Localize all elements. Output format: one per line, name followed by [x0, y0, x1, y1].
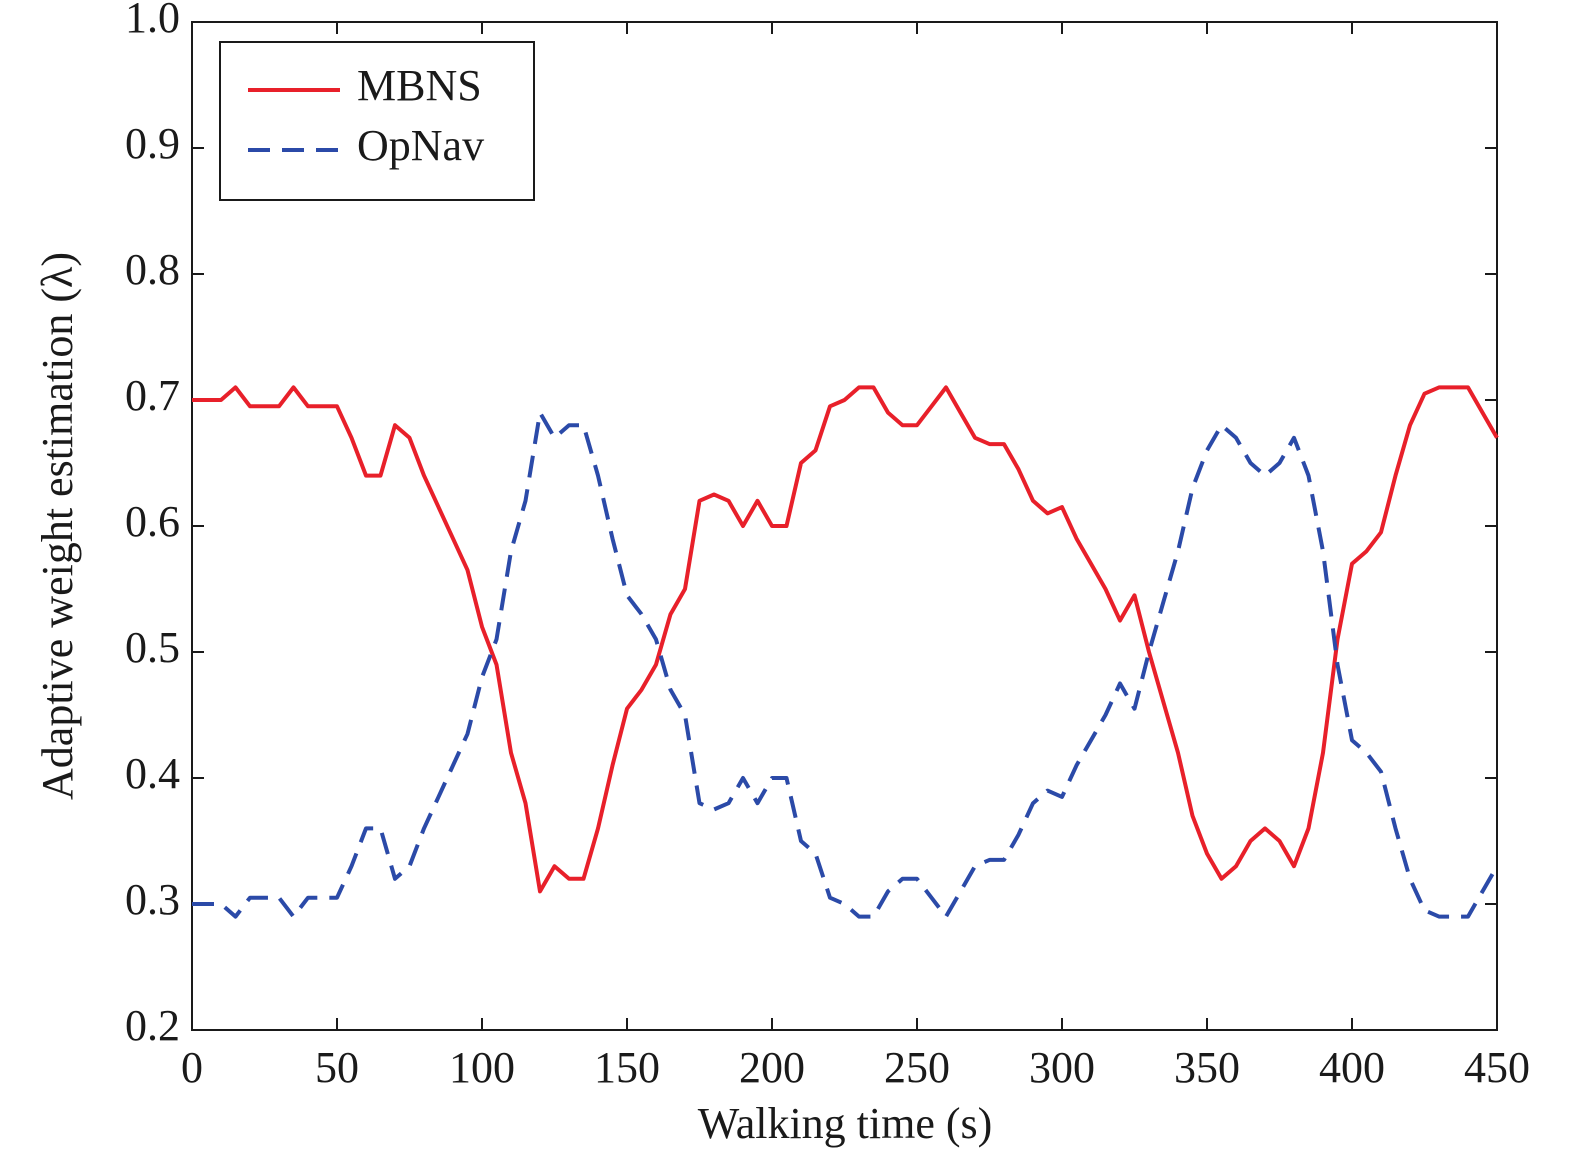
legend-label: OpNav: [357, 121, 484, 170]
y-tick-label: 0.9: [125, 119, 180, 168]
x-tick-label: 350: [1174, 1043, 1240, 1092]
y-axis-label: Adaptive weight estimation (λ): [33, 252, 82, 800]
y-tick-label: 1.0: [125, 0, 180, 42]
y-tick-label: 0.7: [125, 371, 180, 420]
x-tick-label: 300: [1029, 1043, 1095, 1092]
data-line: [192, 385, 1499, 894]
data-line: [192, 410, 1499, 919]
x-tick-label: 50: [315, 1043, 359, 1092]
x-tick-label: 200: [739, 1043, 805, 1092]
y-tick-label: 0.8: [125, 245, 180, 294]
y-tick-label: 0.2: [125, 1001, 180, 1050]
x-axis-label: Walking time (s): [698, 1099, 993, 1148]
x-tick-label: 400: [1319, 1043, 1385, 1092]
x-tick-label: 250: [884, 1043, 950, 1092]
y-tick-label: 0.5: [125, 623, 180, 672]
y-tick-label: 0.6: [125, 497, 180, 546]
x-tick-label: 150: [594, 1043, 660, 1092]
legend-box: [219, 41, 535, 201]
y-tick-label: 0.3: [125, 875, 180, 924]
y-tick-label: 0.4: [125, 749, 180, 798]
x-tick-label: 100: [449, 1043, 515, 1092]
legend-label: MBNS: [357, 61, 482, 110]
x-tick-label: 450: [1464, 1043, 1530, 1092]
x-tick-label: 0: [181, 1043, 203, 1092]
